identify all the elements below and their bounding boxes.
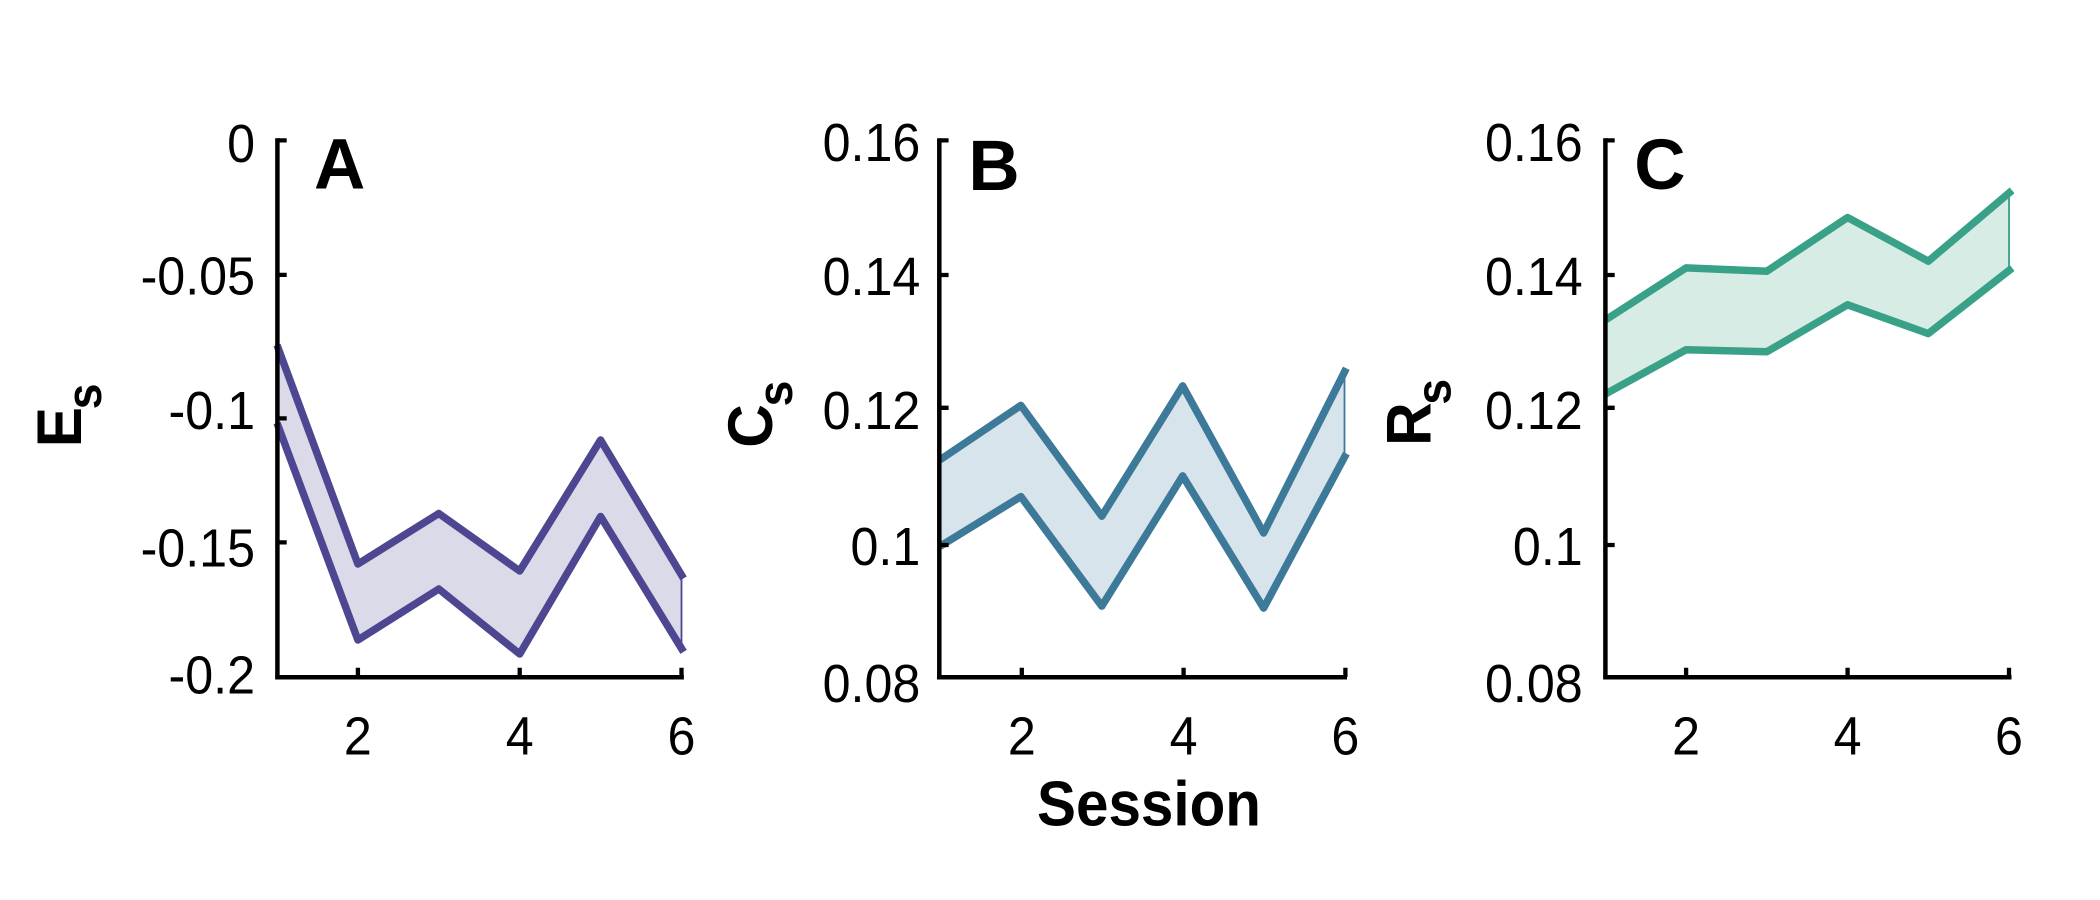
svg-text:C: C <box>1634 126 1685 205</box>
svg-text:0.14: 0.14 <box>823 247 921 307</box>
svg-text:6: 6 <box>1995 707 2023 767</box>
svg-text:-0.05: -0.05 <box>141 247 255 307</box>
svg-text:2: 2 <box>1672 707 1700 767</box>
svg-text:4: 4 <box>506 707 534 767</box>
svg-text:4: 4 <box>1834 707 1862 767</box>
svg-text:Rs: Rs <box>1374 379 1462 446</box>
svg-text:0.12: 0.12 <box>1485 381 1583 441</box>
svg-text:0.12: 0.12 <box>823 381 921 441</box>
svg-text:Session: Session <box>1037 768 1261 838</box>
svg-text:A: A <box>314 125 365 204</box>
svg-text:0.08: 0.08 <box>823 654 921 714</box>
svg-text:2: 2 <box>344 707 372 767</box>
svg-text:0.14: 0.14 <box>1485 247 1583 307</box>
svg-text:-0.2: -0.2 <box>168 646 255 706</box>
svg-text:0.1: 0.1 <box>851 517 921 577</box>
svg-text:6: 6 <box>1331 707 1359 767</box>
svg-text:0: 0 <box>227 114 255 174</box>
svg-text:6: 6 <box>668 707 696 767</box>
svg-text:B: B <box>968 127 1019 206</box>
svg-text:0.08: 0.08 <box>1485 654 1583 714</box>
svg-text:2: 2 <box>1008 707 1036 767</box>
svg-text:0.1: 0.1 <box>1513 517 1583 577</box>
svg-text:-0.1: -0.1 <box>168 381 255 441</box>
svg-text:-0.15: -0.15 <box>141 519 255 579</box>
svg-text:0.16: 0.16 <box>823 113 921 173</box>
svg-text:4: 4 <box>1170 707 1198 767</box>
svg-text:0.16: 0.16 <box>1485 113 1583 173</box>
